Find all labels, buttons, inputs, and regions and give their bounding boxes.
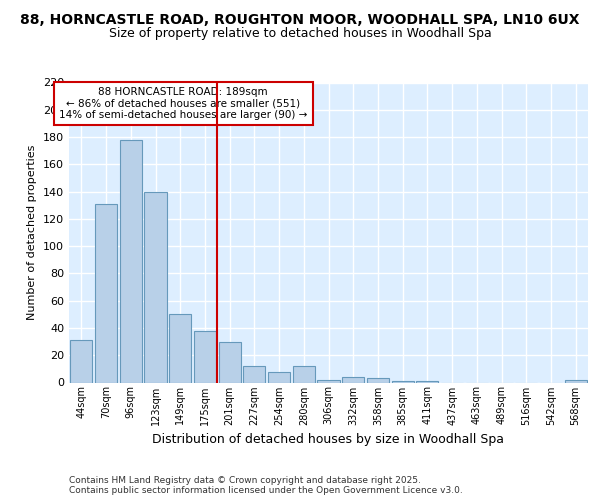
Bar xyxy=(95,204,117,382)
Bar xyxy=(416,381,439,382)
Y-axis label: Number of detached properties: Number of detached properties xyxy=(28,145,37,320)
Bar xyxy=(243,366,265,382)
Text: Size of property relative to detached houses in Woodhall Spa: Size of property relative to detached ho… xyxy=(109,28,491,40)
Text: 88, HORNCASTLE ROAD, ROUGHTON MOOR, WOODHALL SPA, LN10 6UX: 88, HORNCASTLE ROAD, ROUGHTON MOOR, WOOD… xyxy=(20,12,580,26)
Bar xyxy=(268,372,290,382)
Text: 88 HORNCASTLE ROAD: 189sqm
← 86% of detached houses are smaller (551)
14% of sem: 88 HORNCASTLE ROAD: 189sqm ← 86% of deta… xyxy=(59,87,307,120)
Bar xyxy=(194,330,216,382)
Bar xyxy=(367,378,389,382)
Bar xyxy=(218,342,241,382)
Bar xyxy=(169,314,191,382)
Text: Contains HM Land Registry data © Crown copyright and database right 2025.
Contai: Contains HM Land Registry data © Crown c… xyxy=(69,476,463,495)
Bar xyxy=(392,381,414,382)
Bar xyxy=(293,366,315,382)
X-axis label: Distribution of detached houses by size in Woodhall Spa: Distribution of detached houses by size … xyxy=(152,433,505,446)
Bar xyxy=(342,377,364,382)
Bar xyxy=(119,140,142,382)
Bar xyxy=(70,340,92,382)
Bar xyxy=(145,192,167,382)
Bar xyxy=(565,380,587,382)
Bar xyxy=(317,380,340,382)
